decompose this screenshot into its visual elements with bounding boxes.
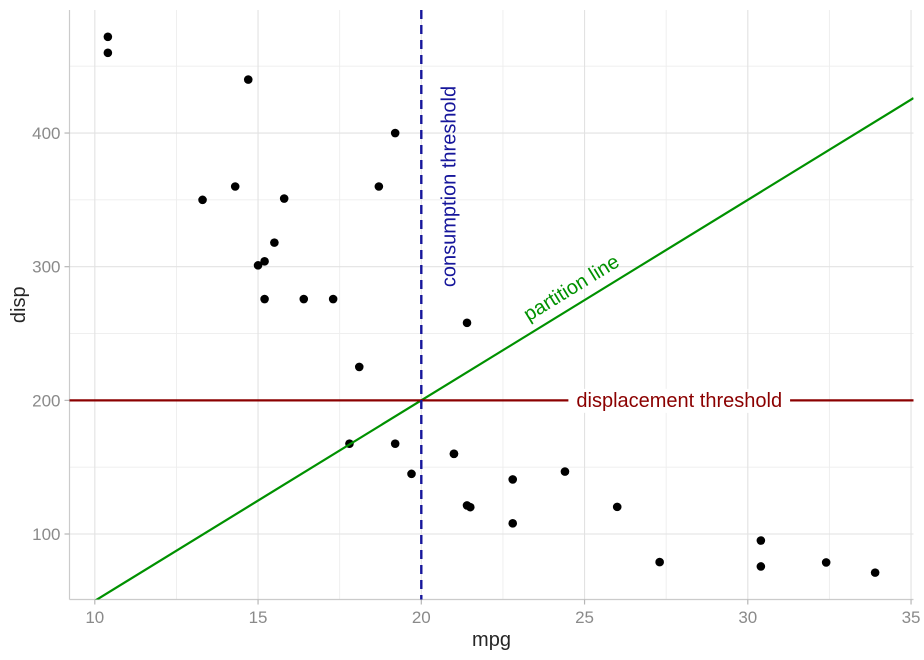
data-point [374,182,384,191]
gridlines [69,10,914,600]
data-points [103,32,880,577]
partition-line-label: partition line [520,251,623,326]
data-point [243,75,253,84]
y-axis-tick-label: 200 [32,391,60,410]
x-axis-tick-label: 35 [902,608,921,627]
data-point [103,32,113,42]
y-axis-tick-label: 300 [32,258,60,277]
data-point [103,48,113,58]
y-axis-tick-label: 100 [32,525,60,544]
data-point [253,261,263,270]
data-point [612,502,622,512]
data-point [756,536,766,545]
data-point [390,439,400,448]
data-point [270,238,279,247]
data-point [508,475,518,484]
x-axis-tick-label: 25 [575,608,594,627]
y-axis-title: disp [8,286,30,323]
data-point [299,294,309,304]
data-point [260,294,269,304]
x-axis-title: mpg [472,629,511,651]
data-point [279,194,289,203]
x-axis-tick-label: 30 [738,608,757,627]
reference-lines [69,10,914,600]
data-point [198,195,207,205]
data-point [390,128,400,138]
data-point [354,362,364,372]
data-point [508,519,518,528]
partition-line [94,97,914,600]
label-background [568,388,791,413]
annotations: consumption threshold displacement thres… [439,86,791,413]
y-axis-tick-label: 400 [32,124,60,143]
x-axis-tick-label: 10 [85,608,104,627]
data-point [462,318,472,328]
data-point [560,467,570,476]
data-point [756,562,766,571]
data-point [821,558,831,567]
data-point [260,257,269,266]
data-point [462,501,472,510]
axes: 10 15 20 25 30 35 100 200 300 400 [32,10,921,627]
data-point [449,449,459,459]
data-point [230,182,240,191]
x-axis-tick-label: 15 [249,608,268,627]
x-axis-tick-label: 20 [412,608,431,627]
data-point [870,568,880,577]
data-point [655,557,664,567]
consumption-threshold-label: consumption threshold [439,86,461,287]
data-point [328,294,338,304]
displacement-threshold-label: displacement threshold [576,390,782,412]
data-point [407,469,416,479]
